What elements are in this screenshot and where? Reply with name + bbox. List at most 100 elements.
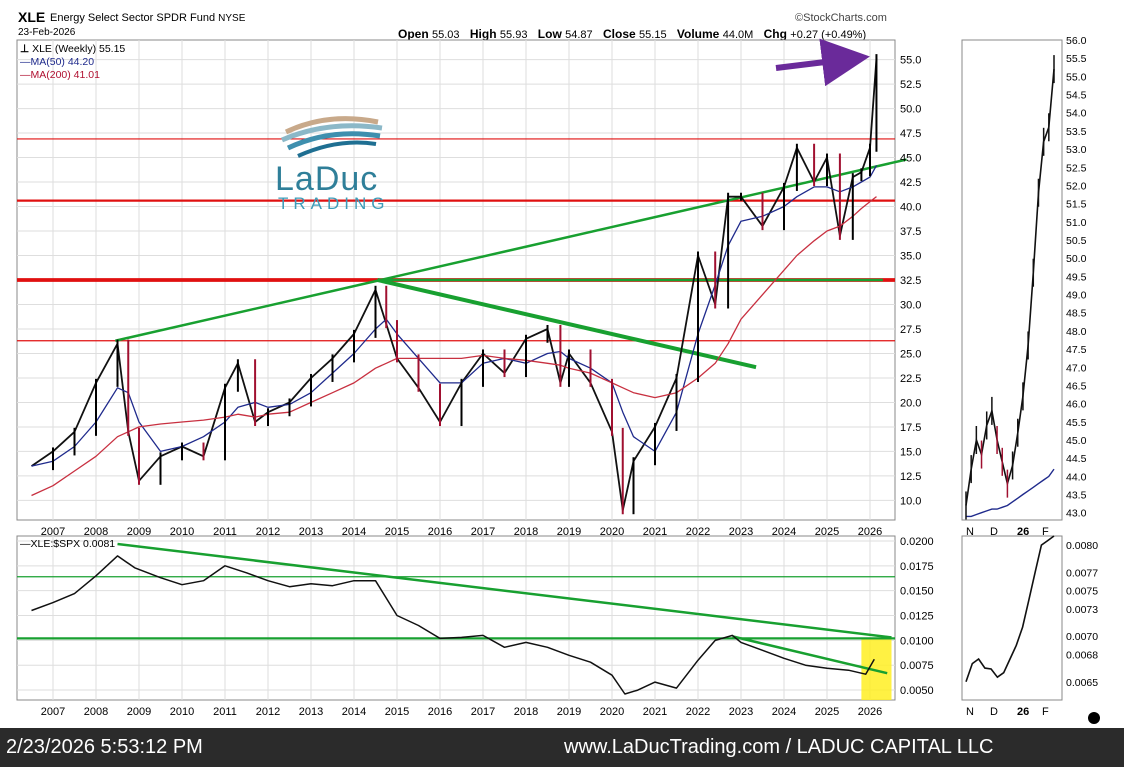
fund-name: Energy Select Sector SPDR Fund NYSE: [50, 12, 245, 24]
y-tick-label: 45.0: [900, 153, 921, 165]
zoom-y-tick-label: 54.5: [1066, 90, 1087, 102]
zoom-x-tick-label: 26: [1017, 706, 1029, 718]
zoom-y-tick-label: 43.5: [1066, 490, 1087, 502]
y-tick-label: 25.0: [900, 348, 921, 360]
x-tick-label: 2022: [686, 526, 710, 538]
x-tick-label: 2026: [858, 706, 882, 718]
x-tick-label: 2007: [41, 706, 65, 718]
x-tick-label: 2025: [815, 526, 839, 538]
tick-labels: 55.0 52.5 50.0 47.5 45.0 42.5 40.0 37.5 35.0 32.5…: [41, 35, 1099, 718]
x-tick-label: 2011: [213, 706, 237, 718]
x-tick-label: 2016: [428, 706, 452, 718]
x-tick-label: 2013: [299, 706, 323, 718]
zoom-y-tick-label: 46.0: [1066, 399, 1087, 411]
x-tick-label: 2022: [686, 706, 710, 718]
zoom-y-tick-label: 0.0068: [1066, 649, 1098, 661]
y-tick-label: 15.0: [900, 446, 921, 458]
laduc-wave-logo: [281, 116, 383, 158]
y-tick-label: 27.5: [900, 324, 921, 336]
zoom-series-ma-50-: [966, 468, 1055, 518]
x-tick-label: 2017: [471, 526, 495, 538]
zoom-series-xle-spx: [965, 535, 1055, 683]
y-tick-label: 55.0: [900, 55, 921, 67]
y-tick-label: 32.5: [900, 275, 921, 287]
y-tick-label: 0.0125: [900, 611, 934, 623]
zoom-y-tick-label: 46.5: [1066, 380, 1087, 392]
x-tick-label: 2018: [514, 706, 538, 718]
zoom-x-tick-label: N: [966, 706, 974, 718]
x-tick-label: 2010: [170, 526, 194, 538]
x-tick-label: 2010: [170, 706, 194, 718]
legend-ratio: —XLE:$SPX 0.0081: [20, 538, 115, 550]
x-tick-label: 2011: [213, 526, 237, 538]
zoom-y-tick-label: 54.0: [1066, 108, 1087, 120]
y-tick-label: 22.5: [900, 373, 921, 385]
trend-line: [115, 158, 907, 342]
zoom-y-tick-label: 0.0077: [1066, 567, 1098, 579]
zoom-y-tick-label: 56.0: [1066, 35, 1087, 47]
close-value: 55.15: [639, 29, 667, 41]
volume-value: 44.0M: [722, 29, 754, 41]
legend-ratio-text: XLE:$SPX 0.0081: [30, 538, 116, 550]
x-tick-label: 2021: [643, 706, 667, 718]
x-tick-label: 2014: [342, 526, 366, 538]
zoom-y-tick-label: 52.5: [1066, 162, 1087, 174]
ma200-swatch-icon: —: [20, 69, 31, 81]
y-tick-label: 12.5: [900, 471, 921, 483]
zoom-x-tick-label: D: [990, 526, 998, 538]
series-xle-weekly-: [30, 58, 878, 512]
zoom-y-tick-label: 50.5: [1066, 235, 1087, 247]
zoom-y-tick-label: 45.0: [1066, 435, 1087, 447]
y-tick-label: 0.0150: [900, 586, 934, 598]
zoom-y-tick-label: 44.5: [1066, 453, 1087, 465]
volume-label: Volume: [676, 27, 720, 41]
y-tick-label: 30.0: [900, 299, 921, 311]
line-swatch-icon: —: [20, 538, 31, 550]
source-credit: ©StockCharts.com: [795, 12, 887, 24]
trend-line: [117, 542, 892, 639]
x-tick-label: 2021: [643, 526, 667, 538]
x-tick-label: 2024: [772, 706, 796, 718]
x-tick-label: 2017: [471, 706, 495, 718]
zoom-y-tick-label: 0.0070: [1066, 631, 1098, 643]
x-tick-label: 2018: [514, 526, 538, 538]
legend-price: ⊥ XLE (Weekly) 55.15: [20, 43, 125, 55]
cursor-dot: [1088, 712, 1100, 724]
x-tick-label: 2008: [84, 706, 108, 718]
zoom-y-tick-label: 50.0: [1066, 253, 1087, 265]
zoom-x-tick-label: N: [966, 526, 974, 538]
y-tick-label: 35.0: [900, 251, 921, 263]
zoom-y-tick-label: 49.0: [1066, 290, 1087, 302]
chart-canvas: 55.0 52.5 50.0 47.5 45.0 42.5 40.0 37.5 35.0 32.5…: [16, 35, 1099, 718]
y-tick-label: 0.0175: [900, 561, 934, 573]
x-tick-label: 2019: [557, 526, 581, 538]
zoom-y-tick-label: 47.5: [1066, 344, 1087, 356]
chg-value: +0.27 (+0.49%): [790, 29, 867, 41]
ohlc-readout: Open 55.03 High 55.93 Low 54.87 Close 55…: [398, 27, 873, 41]
zoom-y-tick-label: 43.0: [1066, 508, 1087, 520]
zoom-series-xle: [965, 69, 1055, 506]
open-value: 55.03: [432, 29, 460, 41]
fund-name-text: Energy Select Sector SPDR Fund: [50, 12, 216, 24]
x-tick-label: 2015: [385, 706, 409, 718]
chart-date: 23-Feb-2026: [18, 27, 76, 38]
x-tick-label: 2007: [41, 526, 65, 538]
y-tick-label: 0.0100: [900, 635, 934, 647]
x-tick-label: 2012: [256, 706, 280, 718]
legend-ma50: —MA(50) 44.20: [20, 56, 94, 68]
y-tick-label: 52.5: [900, 79, 921, 91]
purple-arrow: [775, 38, 870, 87]
zoom-x-tick-label: D: [990, 706, 998, 718]
logo-wordmark: LaDuc: [275, 160, 379, 198]
ticker-symbol: XLE: [18, 9, 46, 25]
x-tick-label: 2019: [557, 706, 581, 718]
zoom-y-tick-label: 0.0065: [1066, 677, 1098, 689]
high-label: High: [469, 27, 497, 41]
zoom-y-tick-label: 0.0080: [1066, 540, 1098, 552]
logo-subtitle: TRADING: [278, 194, 390, 213]
y-tick-label: 0.0050: [900, 685, 934, 697]
y-tick-label: 0.0075: [900, 660, 934, 672]
x-tick-label: 2025: [815, 706, 839, 718]
ma50-swatch-icon: —: [20, 56, 31, 68]
zoom-y-tick-label: 53.0: [1066, 144, 1087, 156]
